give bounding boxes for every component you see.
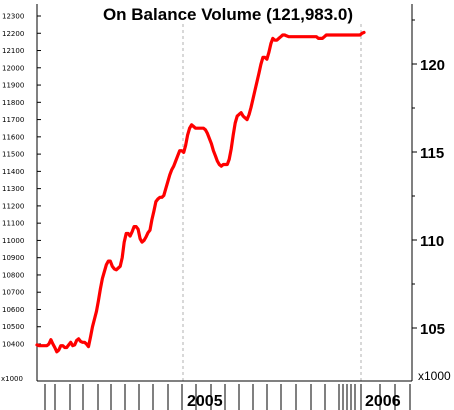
left-tick-label: 11900	[2, 82, 24, 90]
right-tick-label: 115	[420, 145, 444, 162]
x-tick-label: 2006	[365, 393, 401, 410]
left-tick-label: 11600	[2, 133, 24, 141]
left-tick-label: 10400	[2, 341, 24, 349]
left-tick-label: 12100	[2, 47, 24, 55]
left-tick-label: 11700	[2, 116, 24, 124]
chart-title: On Balance Volume (121,983.0)	[103, 5, 353, 24]
right-tick-label: 105	[420, 321, 445, 338]
series-group	[35, 30, 366, 354]
left-tick-label: 10800	[2, 271, 24, 279]
x-tick-label: 2005	[187, 393, 223, 410]
right-tick-label: 120	[420, 57, 445, 74]
x-axis: 2005 2006	[37, 380, 412, 410]
left-tick-label: 12000	[2, 64, 24, 72]
left-unit-label: x1000	[1, 375, 23, 383]
right-tick-label: 110	[420, 233, 444, 250]
obv-series-line	[35, 30, 366, 354]
left-axis: 10400 10500 10600 10700 10800 10900 11000 11100…	[2, 4, 41, 381]
left-tick-label: 11300	[2, 185, 24, 193]
left-tick-label: 11400	[2, 168, 24, 176]
left-tick-label: 12200	[2, 30, 24, 38]
left-tick-label: 10500	[2, 323, 24, 331]
left-tick-label: 11500	[2, 151, 24, 159]
left-tick-label: 12300	[2, 13, 24, 21]
left-tick-label: 10700	[2, 289, 24, 297]
left-tick-label: 10900	[2, 254, 24, 262]
left-tick-label: 11200	[2, 202, 24, 210]
left-tick-label: 11000	[2, 237, 24, 245]
left-tick-label: 11100	[2, 220, 24, 228]
left-tick-label: 11800	[2, 99, 24, 107]
left-tick-label: 10600	[2, 306, 24, 314]
right-axis: 105 110 115 120	[411, 4, 445, 381]
right-unit-label: x1000	[418, 369, 451, 383]
